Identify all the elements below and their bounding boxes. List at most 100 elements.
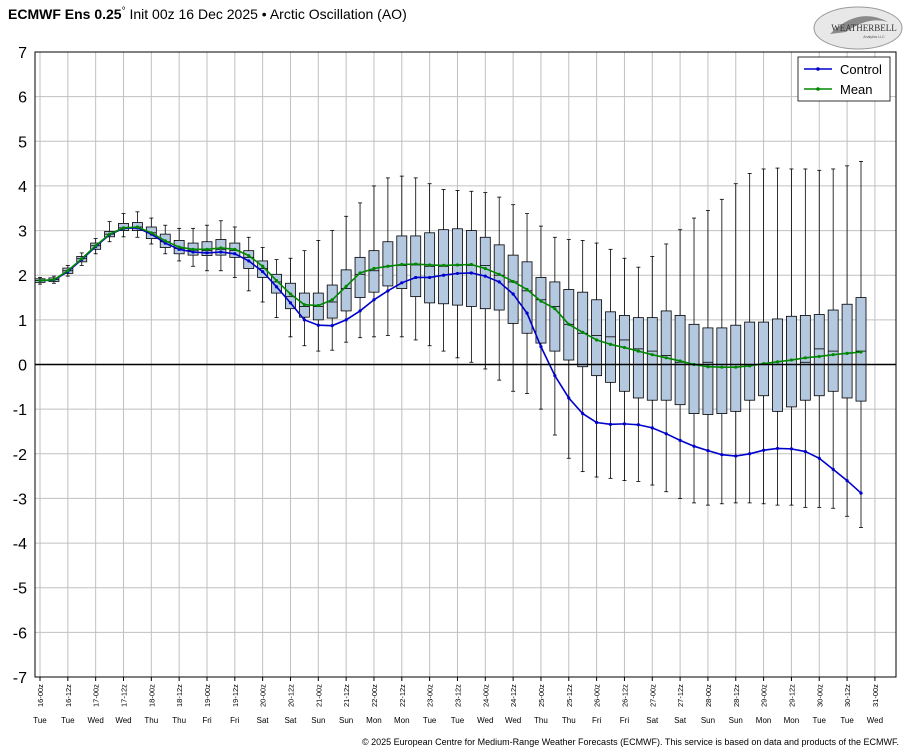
mean-point (121, 226, 126, 230)
mean-point (94, 244, 98, 248)
x-day-label: Thu (172, 716, 186, 725)
x-date-label: 16-12z (64, 684, 73, 707)
mean-point (664, 356, 668, 360)
mean-point (233, 247, 237, 251)
box-member (619, 257, 630, 481)
control-point (525, 311, 529, 315)
box-member (827, 168, 839, 509)
x-date-label: 28-12z (732, 684, 741, 707)
x-day-label: Tue (840, 716, 854, 725)
x-day-label: Mon (756, 716, 772, 725)
index-name: Arctic Oscillation (AO) (269, 6, 407, 22)
box-member (465, 190, 477, 363)
x-date-label: 18-12z (175, 684, 184, 707)
logo-subtext: Analytics LLC (863, 35, 885, 39)
x-date-label: 30-12z (843, 684, 852, 707)
y-tick-label: -5 (13, 581, 27, 598)
mean-point (553, 307, 557, 311)
mean-point (831, 353, 835, 357)
control-point (748, 452, 752, 456)
iqr-box (758, 321, 770, 397)
control-point (692, 444, 696, 448)
mean-point (302, 303, 306, 307)
control-point (539, 345, 543, 349)
box-member (646, 256, 658, 486)
box-member (479, 192, 491, 370)
mean-point (734, 365, 738, 369)
iqr-box (493, 244, 505, 311)
x-day-label: Sat (257, 716, 270, 725)
y-tick-label: 5 (18, 134, 27, 151)
iqr-box (257, 260, 269, 278)
legend-label-mean: Mean (840, 82, 873, 97)
legend-marker-mean (816, 87, 820, 91)
control-point (636, 423, 640, 427)
x-date-label: 22-12z (398, 684, 407, 707)
mean-point (288, 292, 293, 296)
mean-point (247, 253, 251, 258)
mean-point (636, 349, 640, 353)
iqr-box (521, 261, 533, 334)
mean-point (859, 350, 863, 354)
box-member (382, 177, 394, 336)
iqr-box (535, 277, 547, 344)
legend-marker-control (816, 67, 820, 71)
control-point (845, 478, 849, 483)
x-date-label: 27-12z (676, 684, 685, 707)
x-date-label: 23-00z (426, 684, 435, 707)
control-point (163, 241, 167, 245)
x-date-label: 16-00z (36, 684, 45, 707)
box-member (535, 225, 547, 410)
x-day-label: Thu (562, 716, 576, 725)
mean-point (650, 353, 654, 357)
mean-point (80, 257, 84, 261)
box-member (396, 175, 408, 338)
mean-point (163, 239, 167, 243)
x-date-label: 22-00z (370, 684, 379, 707)
control-point (358, 309, 362, 313)
control-point (428, 275, 432, 280)
control-point (288, 301, 293, 305)
mean-point (372, 266, 376, 271)
iqr-box (716, 327, 728, 415)
chart-title: ECMWF Ens 0.25° Init 00z 16 Dec 2025 • A… (8, 6, 407, 22)
x-date-label: 19-12z (231, 684, 240, 707)
model-name: ECMWF Ens 0.25 (8, 6, 122, 22)
mean-point (622, 345, 627, 350)
iqr-box (688, 323, 700, 415)
iqr-box (465, 230, 477, 307)
iqr-box (424, 232, 436, 304)
mean-point (775, 360, 780, 364)
control-point (386, 289, 390, 293)
mean-point (497, 272, 501, 276)
iqr-box (744, 321, 756, 401)
control-point (859, 491, 863, 495)
iqr-box (271, 273, 282, 294)
x-day-label: Fri (592, 716, 602, 725)
x-day-label: Wed (867, 716, 883, 725)
control-point (247, 259, 251, 263)
x-day-label: Fri (202, 716, 212, 725)
iqr-box (841, 303, 853, 399)
control-point (344, 318, 348, 322)
x-day-label: Fri (230, 716, 240, 725)
x-day-label: Sun (311, 716, 325, 725)
control-point (414, 275, 418, 280)
control-point (775, 446, 780, 451)
box-member (340, 215, 352, 343)
mean-point (483, 266, 487, 271)
x-day-label: Sun (701, 716, 715, 725)
control-point (274, 285, 279, 289)
y-tick-label: -3 (13, 491, 27, 508)
x-date-label: 26-00z (593, 684, 602, 707)
box-member (271, 259, 282, 319)
iqr-box (479, 236, 491, 310)
mean-point (52, 278, 56, 282)
box-member (716, 198, 728, 505)
mean-point (316, 303, 320, 308)
x-date-label: 24-00z (481, 684, 490, 707)
box-member (632, 266, 644, 482)
logo-swirl-inner (830, 16, 888, 34)
control-point (330, 324, 334, 328)
mean-point (274, 278, 279, 283)
